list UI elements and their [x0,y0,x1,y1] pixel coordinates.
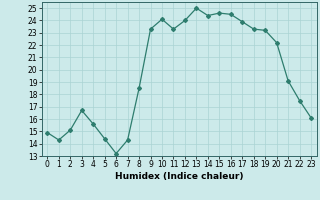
X-axis label: Humidex (Indice chaleur): Humidex (Indice chaleur) [115,172,244,181]
